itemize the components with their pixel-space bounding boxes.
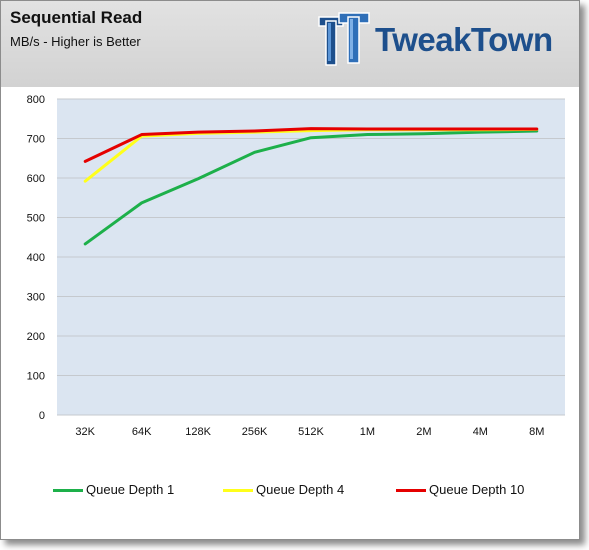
x-axis-ticks: 32K 64K 128K 256K 512K 1M 2M 4M 8M bbox=[75, 426, 544, 438]
y-tick-label: 200 bbox=[27, 331, 45, 343]
x-tick-label: 2M bbox=[416, 426, 431, 438]
x-tick-label: 512K bbox=[298, 426, 324, 438]
y-tick-label: 0 bbox=[39, 410, 45, 422]
y-tick-label: 800 bbox=[27, 94, 45, 106]
y-tick-label: 600 bbox=[27, 173, 45, 185]
y-tick-label: 400 bbox=[27, 252, 45, 264]
gridlines bbox=[57, 98, 565, 416]
x-tick-label: 128K bbox=[185, 426, 211, 438]
x-tick-label: 256K bbox=[242, 426, 268, 438]
x-tick-label: 4M bbox=[473, 426, 488, 438]
chart-title: Sequential Read bbox=[10, 8, 143, 27]
x-tick-label: 8M bbox=[529, 426, 544, 438]
line-chart: 0 100 200 300 400 500 600 700 800 32K 64K 128K 256K… bbox=[27, 94, 565, 438]
legend-swatch-queue-depth-1 bbox=[53, 489, 83, 492]
y-tick-label: 500 bbox=[27, 213, 45, 225]
chart-card: Sequential Read MB/s - Higher is Better … bbox=[0, 0, 580, 540]
tweaktown-logo: TweakTown bbox=[317, 11, 573, 73]
y-tick-label: 300 bbox=[27, 292, 45, 304]
legend-swatch-queue-depth-10 bbox=[396, 489, 426, 492]
x-tick-label: 32K bbox=[75, 426, 95, 438]
series-lines bbox=[83, 127, 539, 246]
legend-label-queue-depth-10: Queue Depth 10 bbox=[429, 482, 525, 497]
logo-wordmark: TweakTown bbox=[375, 21, 553, 58]
y-axis-ticks: 0 100 200 300 400 500 600 700 800 bbox=[27, 94, 45, 422]
y-tick-label: 700 bbox=[27, 134, 45, 146]
chart-header: Sequential Read MB/s - Higher is Better … bbox=[1, 1, 579, 87]
x-tick-label: 1M bbox=[360, 426, 375, 438]
legend-swatch-queue-depth-4 bbox=[223, 489, 253, 492]
logo-tt-icon bbox=[318, 12, 370, 66]
legend-label-queue-depth-4: Queue Depth 4 bbox=[256, 482, 345, 497]
chart-subtitle: MB/s - Higher is Better bbox=[10, 34, 141, 49]
x-tick-label: 64K bbox=[132, 426, 152, 438]
legend-label-queue-depth-1: Queue Depth 1 bbox=[86, 482, 175, 497]
y-tick-label: 100 bbox=[27, 371, 45, 383]
